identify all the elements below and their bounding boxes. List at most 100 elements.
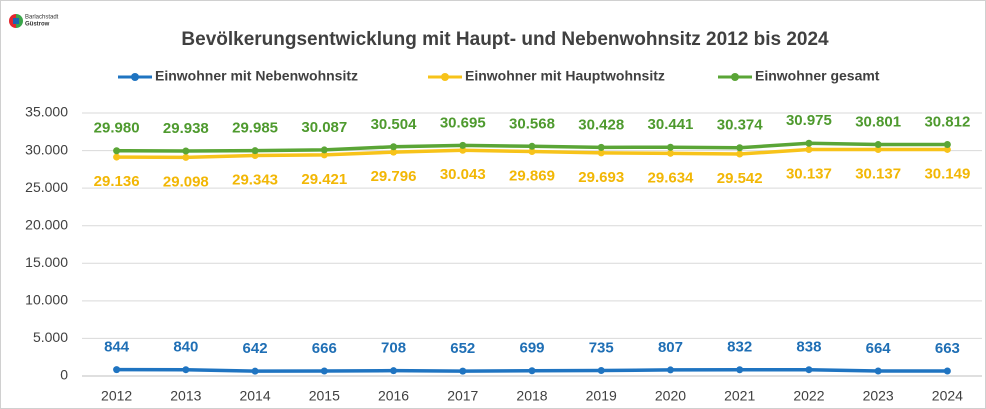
y-tick-label: 35.000 [25, 104, 68, 120]
logo-text: Barlachstadt [25, 15, 59, 21]
data-point [874, 146, 882, 154]
legend-label: Einwohner mit Hauptwohnsitz [465, 68, 665, 84]
data-point [113, 147, 121, 155]
data-point [320, 367, 328, 375]
data-point [597, 366, 605, 374]
data-label: 30.149 [924, 165, 970, 182]
data-label: 30.428 [578, 116, 624, 133]
data-label: 30.504 [371, 116, 418, 133]
data-point [666, 366, 674, 374]
data-point [113, 366, 121, 374]
data-point [805, 366, 813, 374]
data-point [528, 148, 536, 156]
x-tick-label: 2015 [309, 388, 340, 404]
data-point [666, 143, 674, 151]
data-point [251, 147, 259, 155]
data-point [874, 141, 882, 149]
data-label: 30.812 [924, 113, 970, 130]
data-point [943, 145, 951, 153]
data-point [182, 366, 190, 374]
data-point [943, 140, 951, 148]
data-label: 29.343 [232, 171, 278, 188]
legend-label: Einwohner mit Nebenwohnsitz [155, 68, 358, 84]
data-label: 29.542 [717, 170, 763, 187]
data-label: 29.634 [648, 169, 695, 186]
x-tick-label: 2014 [239, 388, 270, 404]
data-label: 642 [243, 340, 268, 357]
data-label: 30.137 [855, 166, 901, 183]
data-label: 30.975 [786, 112, 832, 129]
data-point [805, 139, 813, 147]
data-label: 30.695 [440, 114, 486, 131]
data-label: 29.796 [371, 168, 417, 185]
x-tick-label: 2020 [655, 388, 686, 404]
data-point [874, 367, 882, 375]
data-label: 735 [589, 339, 614, 356]
chart-title: Bevölkerungsentwicklung mit Haupt- und N… [181, 29, 829, 50]
data-label: 840 [173, 339, 198, 356]
data-point [182, 147, 190, 155]
logo-icon [13, 18, 19, 24]
data-point [736, 150, 744, 158]
data-point [666, 149, 674, 157]
x-tick-label: 2016 [378, 388, 409, 404]
x-tick-label: 2023 [863, 388, 894, 404]
data-point [597, 143, 605, 151]
data-label: 30.043 [440, 166, 486, 183]
data-point [805, 146, 813, 154]
data-point [182, 153, 190, 161]
legend-label: Einwohner gesamt [755, 68, 880, 84]
data-label: 29.098 [163, 173, 209, 190]
y-tick-label: 20.000 [25, 216, 68, 232]
data-point [113, 153, 121, 161]
x-tick-label: 2021 [724, 388, 755, 404]
data-label: 838 [796, 339, 821, 356]
data-label: 29.985 [232, 120, 278, 137]
x-tick-label: 2022 [793, 388, 824, 404]
logo-icon [16, 14, 23, 28]
logo-text: Güstrow [25, 22, 50, 28]
logo: Barlachstadt Güstrow [9, 14, 59, 28]
data-point [320, 146, 328, 154]
x-tick-label: 2017 [447, 388, 478, 404]
data-point [390, 143, 398, 151]
y-tick-label: 0 [60, 367, 68, 383]
data-point [943, 367, 951, 375]
x-tick-label: 2018 [516, 388, 547, 404]
data-label: 30.801 [855, 114, 901, 131]
y-tick-label: 5.000 [33, 329, 68, 345]
legend-swatch [731, 73, 739, 81]
y-tick-label: 25.000 [25, 179, 68, 195]
x-tick-label: 2024 [932, 388, 963, 404]
data-label: 30.568 [509, 115, 555, 132]
data-label: 844 [104, 339, 130, 356]
data-label: 663 [935, 340, 960, 357]
legend-swatch [441, 73, 449, 81]
data-label: 29.938 [163, 120, 209, 137]
data-point [736, 366, 744, 374]
data-label: 29.693 [578, 169, 624, 186]
data-label: 832 [727, 339, 752, 356]
data-label: 29.980 [94, 120, 140, 137]
data-label: 30.374 [717, 117, 764, 134]
data-label: 29.421 [301, 171, 347, 188]
data-label: 664 [866, 340, 892, 357]
data-label: 666 [312, 340, 337, 357]
data-label: 30.087 [301, 119, 347, 136]
data-label: 29.136 [94, 173, 140, 190]
data-point [459, 141, 467, 149]
data-label: 30.441 [648, 116, 694, 133]
data-label: 708 [381, 340, 406, 357]
x-tick-label: 2013 [170, 388, 201, 404]
data-label: 29.869 [509, 168, 555, 185]
data-point [528, 142, 536, 150]
data-point [597, 149, 605, 157]
y-tick-label: 15.000 [25, 254, 68, 270]
data-label: 699 [519, 340, 544, 357]
data-point [251, 152, 259, 160]
data-label: 30.137 [786, 166, 832, 183]
logo-icon [9, 14, 16, 28]
data-label: 807 [658, 339, 683, 356]
